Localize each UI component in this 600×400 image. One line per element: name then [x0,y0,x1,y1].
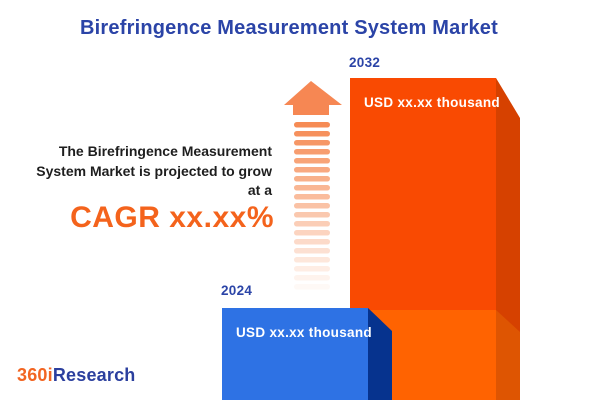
arrow-stripe [294,248,330,254]
bar-2032-value-label: USD xx.xx thousand [364,95,500,110]
logo-research: Research [52,365,136,385]
arrow-stripe [294,149,330,155]
arrow-stripe [294,122,330,128]
arrow-stripe [294,194,330,200]
bar-2024 [222,308,392,400]
bar-2024-side [368,308,392,400]
bar-2032-year-label: 2032 [349,55,381,70]
promo-line-1: The Birefringence Measurement [58,143,272,159]
arrow-stripe [294,203,330,209]
company-logo: 360iResearch [17,365,136,386]
promo-text: The Birefringence Measurement System Mar… [36,142,272,201]
page-title: Birefringence Measurement System Market [80,17,498,39]
growth-arrow-head [284,81,342,115]
arrow-stripe [294,284,330,290]
promo-line-2: System Market is projected to grow [36,162,272,179]
logo-360i: 360i [17,365,53,385]
arrow-stripe [294,275,330,281]
promo-line-3: at a [247,182,272,198]
arrow-stripe [294,131,330,137]
arrow-stripe [294,212,330,218]
arrow-stripe [294,167,330,173]
arrow-stripe [294,176,330,182]
arrow-stripes [294,122,330,290]
arrow-stripe [294,221,330,227]
bar-2032 [350,78,520,400]
arrow-stripe [294,185,330,191]
arrow-stripe [294,257,330,263]
cagr-value: CAGR xx.xx% [70,201,274,234]
arrow-stripe [294,266,330,272]
bar-2024-face [222,308,368,400]
arrow-stripe [294,158,330,164]
bar-2024-year-label: 2024 [221,283,253,298]
bar-2024-value-label: USD xx.xx thousand [236,325,372,340]
growth-arrow-icon [284,81,342,290]
bar-2032-face-upper [350,78,496,310]
arrow-stripe [294,239,330,245]
arrow-stripe [294,230,330,236]
bar-2032-side-lower [496,310,520,400]
arrow-stripe [294,140,330,146]
